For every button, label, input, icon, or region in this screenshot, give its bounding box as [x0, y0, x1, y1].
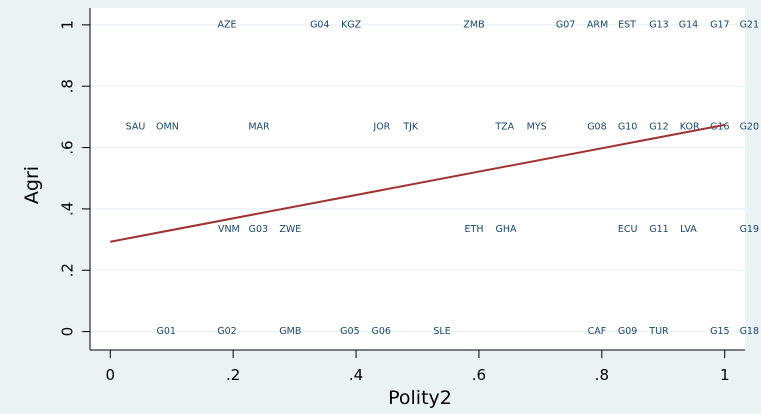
x-tick-label: 1	[720, 366, 730, 384]
x-axis-label: Polity2	[388, 387, 452, 409]
y-tick-label: .8	[59, 79, 77, 93]
point-label: AZE	[218, 19, 237, 30]
point-label: SAU	[126, 122, 146, 133]
point-label: LVA	[680, 224, 697, 235]
point-label: G05	[340, 326, 359, 337]
point-label: SLE	[433, 326, 450, 337]
point-label: CAF	[588, 326, 607, 337]
point-label: ZMB	[463, 19, 484, 30]
point-label: G10	[618, 122, 637, 133]
point-label: VNM	[218, 224, 240, 235]
y-tick-label: 1	[59, 20, 77, 30]
point-label: JOR	[372, 122, 390, 133]
point-label: ECU	[618, 224, 638, 235]
point-label: G15	[710, 326, 729, 337]
point-label: G17	[710, 19, 729, 30]
point-label: G01	[156, 326, 175, 337]
point-label: OMN	[156, 122, 179, 133]
point-label: G19	[740, 224, 759, 235]
point-label: G07	[556, 19, 575, 30]
y-axis-label: Agri	[21, 166, 43, 204]
point-label: G13	[649, 19, 668, 30]
point-label: MAR	[248, 122, 270, 133]
point-label: EST	[618, 19, 636, 30]
point-label: ZWE	[279, 224, 301, 235]
point-label: GHA	[495, 224, 517, 235]
point-label: G03	[249, 224, 268, 235]
y-tick-label: .2	[59, 263, 77, 277]
x-tick-label: .4	[349, 366, 363, 384]
fit-line	[110, 123, 725, 243]
point-label: G09	[618, 326, 637, 337]
point-label: ARM	[587, 19, 608, 30]
point-label: MYS	[527, 122, 547, 133]
point-label: G18	[740, 326, 759, 337]
point-label: TJK	[402, 122, 419, 133]
x-tick-label: .6	[472, 366, 486, 384]
plot-area	[90, 8, 745, 350]
y-tick-label: .6	[59, 140, 77, 154]
point-label: KOR	[680, 122, 700, 133]
point-label: G04	[310, 19, 329, 30]
point-label: G20	[740, 122, 759, 133]
point-label: G21	[740, 19, 759, 30]
point-label: G12	[649, 122, 668, 133]
point-label: ETH	[465, 224, 484, 235]
x-tick-label: .8	[595, 366, 609, 384]
y-tick-label: .4	[59, 202, 77, 216]
point-label: G16	[710, 122, 729, 133]
point-label: GMB	[279, 326, 301, 337]
point-label: G02	[217, 326, 236, 337]
point-label: G14	[679, 19, 698, 30]
x-tick-label: 0	[106, 366, 116, 384]
point-label: G11	[649, 224, 668, 235]
point-label: KGZ	[341, 19, 362, 30]
point-label: TZA	[494, 122, 514, 133]
point-label: TUR	[648, 326, 669, 337]
point-label: G06	[372, 326, 391, 337]
point-label: G08	[587, 122, 606, 133]
y-tick-label: 0	[59, 327, 77, 337]
x-tick-label: .2	[226, 366, 240, 384]
